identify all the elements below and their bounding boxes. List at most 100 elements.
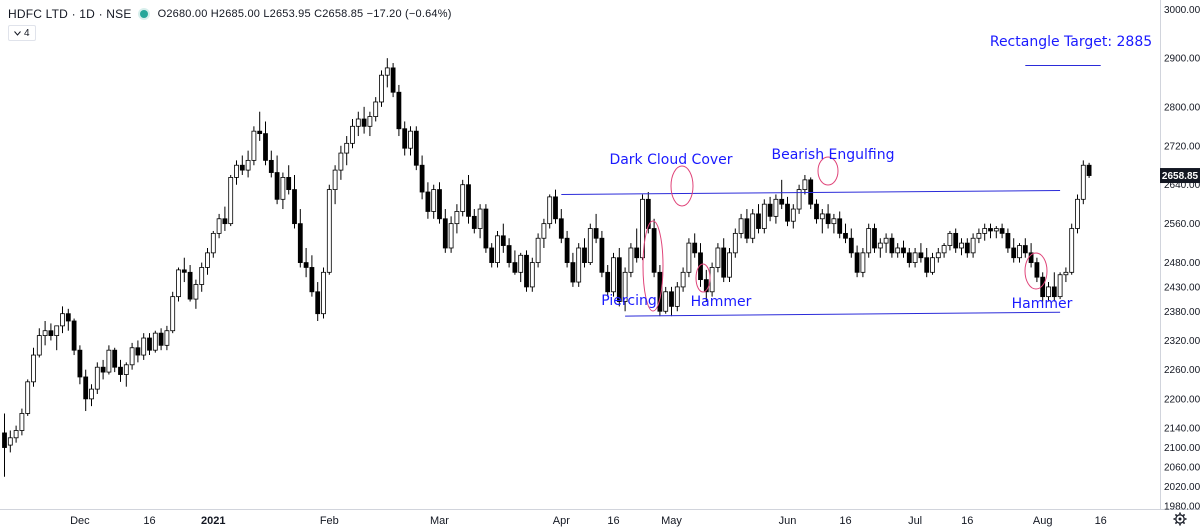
candle-body [373,101,379,117]
candle [819,209,825,234]
candle [390,63,396,98]
candle-body [326,189,332,273]
price-tick-label: 2480.00 [1164,258,1200,269]
candle [454,204,460,234]
candle [13,425,19,443]
candle-body [292,189,297,225]
candle-body [698,252,703,281]
candle [651,218,657,278]
candle [901,240,906,258]
candle [703,269,709,302]
candle-body [802,179,808,190]
pattern-ellipse[interactable] [695,263,711,293]
candle [744,209,750,244]
candle [77,345,83,385]
market-status-dot-icon [139,10,148,18]
candle-body [239,164,245,171]
candle-body [1017,245,1022,259]
candle-body [471,215,477,229]
candle-body [280,177,286,200]
price-tick-label: 2060.00 [1164,462,1200,473]
candle [1069,223,1075,275]
candle-body [187,271,193,300]
candle-body [396,91,402,130]
time-axis[interactable]: Dec 16 2021 Feb Mar Apr 16 May Jun 16 Jul 16 Aug 16 [70,515,1107,527]
pattern-annotation[interactable]: Bearish Engulfing [771,147,894,163]
candle-body [819,213,825,220]
pattern-ellipse[interactable] [642,220,664,312]
settings-gear-icon[interactable] [1173,512,1187,526]
candle-body [634,247,640,259]
candle [547,194,553,229]
candle [466,174,471,224]
candle [692,233,698,258]
candle-body [970,237,976,254]
candle [60,306,65,334]
candle [1051,272,1057,302]
price-tick-label: 2900.00 [1164,54,1200,65]
time-tick-label: 16 [961,515,973,527]
candle [344,136,350,166]
pattern-annotation[interactable]: Hammer [1012,296,1073,312]
candle [222,206,228,231]
candle [431,184,437,219]
candle-body [593,228,599,239]
candle-body [837,218,843,234]
candle [89,384,94,407]
candle-body [999,228,1005,234]
price-axis[interactable]: 3000.00 2900.00 2800.00 2720.00 2640.00 2560.… [1164,5,1200,512]
candle [825,204,831,229]
candle-body [982,228,988,234]
time-tick-label: 16 [839,515,851,527]
candle-body [1046,286,1051,298]
candle-body [993,228,999,232]
candle-body [1069,228,1075,273]
pattern-annotation[interactable]: Rectangle Target: 2885 [990,34,1152,50]
pattern-ellipse[interactable] [670,165,694,207]
candle-body [303,262,309,268]
gear-teeth [1173,512,1187,526]
candle-body [54,325,60,336]
candle [593,213,599,244]
candle-body [495,235,500,263]
candle [181,257,187,283]
candle [930,252,935,275]
candle-body [234,164,239,178]
pattern-ellipse[interactable] [817,156,839,186]
candle-body [60,313,65,327]
candle-body [425,191,431,212]
candle [425,182,431,219]
candle [373,97,379,122]
candle-body [135,347,141,356]
candle-body [181,269,187,273]
time-tick-label: May [661,515,682,527]
annotations-layer: Rectangle Target: 2885 Dark Cloud Cover Be… [601,34,1152,312]
candle-body [599,237,605,273]
candle [715,243,721,273]
candle-body [866,228,872,254]
candle [721,238,727,283]
resistance-line[interactable] [561,190,1061,195]
candle-body [338,152,344,171]
candle-body [1022,245,1028,254]
candle-body [176,269,181,298]
symbol-title[interactable]: HDFC LTD · 1D · NSE [8,7,132,21]
candle [611,252,616,297]
candle-body [547,196,553,225]
pattern-annotation[interactable]: Piercing [601,293,656,309]
candle [100,359,106,380]
candle-body [147,337,152,351]
candle-body [170,296,176,332]
candle-body [767,203,773,217]
candle-body [796,189,802,210]
candle-body [344,142,350,154]
pattern-annotation[interactable]: Dark Cloud Cover [609,152,732,168]
pattern-ellipse[interactable] [1024,252,1048,290]
support-line[interactable] [625,311,1061,317]
price-tick-label: 2800.00 [1164,102,1200,113]
candle [94,362,100,394]
candle [570,252,576,287]
pattern-annotation[interactable]: Hammer [691,294,752,310]
indicator-collapse-button[interactable]: 4 [8,25,36,41]
